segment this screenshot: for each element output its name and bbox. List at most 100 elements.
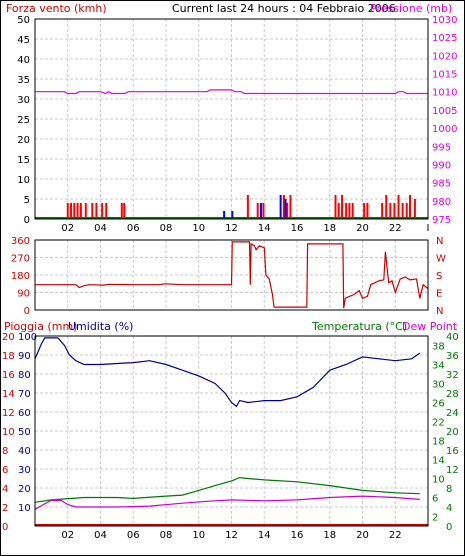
rain-tick-9: 18 — [2, 351, 15, 362]
wind-tick-1: 5 — [24, 195, 30, 206]
dewpoint-axis-label: Dew Point — [402, 320, 458, 333]
p1-x-tick-3: 08 — [160, 223, 173, 234]
wind-tick-2: 10 — [17, 175, 30, 186]
pressure-tick-3: 990 — [432, 160, 451, 171]
p3-x-tick-10: 22 — [389, 530, 402, 541]
p3-x-tick-9: 20 — [356, 530, 369, 541]
humidity-tick-0: 10 — [18, 503, 31, 514]
pressure-tick-1: 980 — [432, 197, 451, 208]
temperature-tick-20: 40 — [446, 332, 459, 343]
p3-x-tick-8: 18 — [323, 530, 336, 541]
temperature-tick-7: 14 — [432, 456, 445, 467]
temperature-tick-19: 38 — [432, 342, 445, 353]
wind-tick-8: 40 — [17, 55, 30, 66]
p1-x-tick-4: 10 — [192, 223, 205, 234]
rain-axis-label: Pioggia (mm) — [4, 320, 77, 333]
compass-tick-3: E — [436, 289, 442, 300]
p1-x-tick-7: 16 — [291, 223, 304, 234]
humidity-tick-6: 70 — [18, 389, 31, 400]
p1-x-tick-5: 12 — [225, 223, 238, 234]
direction-tick-1: 90 — [17, 289, 30, 300]
temperature-tick-6: 12 — [446, 465, 459, 476]
p3-x-tick-2: 06 — [127, 530, 140, 541]
wind-tick-5: 25 — [17, 115, 30, 126]
wind-tick-4: 20 — [17, 135, 30, 146]
humidity-tick-9: 100 — [18, 332, 37, 343]
p3-x-tick-4: 10 — [192, 530, 205, 541]
direction-tick-3: 270 — [11, 254, 30, 265]
pressure-tick-9: 1020 — [432, 51, 457, 62]
direction-tick-4: 360 — [11, 236, 30, 247]
p2-frame — [34, 239, 429, 311]
rain-tick-3: 6 — [2, 465, 8, 476]
compass-tick-2: S — [436, 271, 442, 282]
p3-frame — [34, 335, 429, 527]
wind-tick-3: 15 — [17, 155, 30, 166]
humidity-tick-8: 90 — [18, 351, 31, 362]
temperature-tick-9: 18 — [432, 437, 445, 448]
p1-x-tick-9: 20 — [356, 223, 369, 234]
pressure-tick-0: 975 — [432, 215, 451, 226]
humidity-tick-3: 40 — [18, 446, 31, 457]
rain-tick-0: 0 — [2, 522, 8, 533]
p1-x-tick-8: 18 — [323, 223, 336, 234]
p1-frame — [34, 18, 429, 220]
wind-tick-6: 30 — [17, 95, 30, 106]
chart-title: Current last 24 hours : 04 Febbraio 2006 — [172, 2, 396, 15]
wind-tick-10: 50 — [17, 15, 30, 26]
pressure-tick-5: 1000 — [432, 124, 457, 135]
rain-tick-1: 2 — [2, 503, 8, 514]
p1-x-tick-10: 22 — [389, 223, 402, 234]
compass-tick-4: N — [436, 306, 443, 317]
rain-tick-2: 4 — [2, 484, 8, 495]
p3-x-tick-6: 14 — [258, 530, 271, 541]
humidity-tick-5: 60 — [18, 408, 31, 419]
pressure-tick-6: 1005 — [432, 106, 457, 117]
p1-x-tick-2: 06 — [127, 223, 140, 234]
humidity-tick-4: 50 — [18, 427, 31, 438]
p1-x-tick-0: 02 — [61, 223, 74, 234]
pressure-tick-2: 985 — [432, 179, 451, 190]
rain-tick-10: 20 — [2, 332, 15, 343]
pressure-tick-4: 995 — [432, 142, 451, 153]
temperature-tick-4: 8 — [446, 484, 452, 495]
p1-x-tick-1: 04 — [94, 223, 107, 234]
temperature-tick-10: 20 — [446, 427, 459, 438]
humidity-line — [34, 337, 421, 408]
rain-tick-4: 8 — [2, 446, 8, 457]
humidity-tick-2: 30 — [18, 465, 31, 476]
pressure-line — [35, 89, 428, 95]
temperature-tick-1: 2 — [432, 513, 438, 524]
temperature-line — [34, 476, 420, 503]
rain-tick-6: 12 — [2, 408, 15, 419]
temperature-tick-13: 26 — [432, 399, 445, 410]
compass-tick-1: W — [436, 254, 446, 265]
temperature-tick-16: 32 — [446, 370, 459, 381]
p3-x-tick-3: 08 — [160, 530, 173, 541]
p1-x-tick-6: 14 — [258, 223, 271, 234]
temperature-tick-3: 6 — [432, 494, 438, 505]
temperature-tick-11: 22 — [432, 418, 445, 429]
compass-tick-0: N — [436, 236, 443, 247]
wind-tick-7: 35 — [17, 75, 30, 86]
humidity-tick-7: 80 — [18, 370, 31, 381]
temperature-tick-18: 36 — [446, 351, 459, 362]
humidity-axis-label: Umidita (%) — [68, 320, 133, 333]
wind-tick-9: 45 — [17, 35, 30, 46]
temperature-tick-12: 24 — [446, 408, 459, 419]
temperature-tick-14: 28 — [446, 389, 459, 400]
temperature-tick-5: 10 — [432, 475, 445, 486]
p1-x-tick-11: I — [427, 223, 430, 234]
rain-tick-7: 14 — [2, 389, 15, 400]
pressure-tick-10: 1025 — [432, 33, 457, 44]
temperature-tick-2: 4 — [446, 503, 452, 514]
temperature-axis-label: Temperatura (°C) — [311, 320, 407, 333]
p3-x-tick-7: 16 — [291, 530, 304, 541]
humidity-tick-1: 20 — [18, 484, 31, 495]
direction-tick-2: 180 — [11, 271, 30, 282]
direction-line — [35, 241, 429, 309]
dewpoint-line — [34, 495, 420, 510]
rain-tick-5: 10 — [2, 427, 15, 438]
p3-x-tick-0: 02 — [61, 530, 74, 541]
